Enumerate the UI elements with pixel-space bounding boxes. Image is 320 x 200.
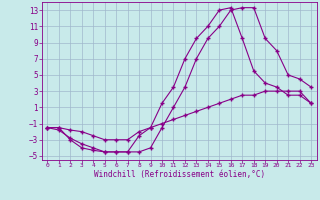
X-axis label: Windchill (Refroidissement éolien,°C): Windchill (Refroidissement éolien,°C) bbox=[94, 170, 265, 179]
